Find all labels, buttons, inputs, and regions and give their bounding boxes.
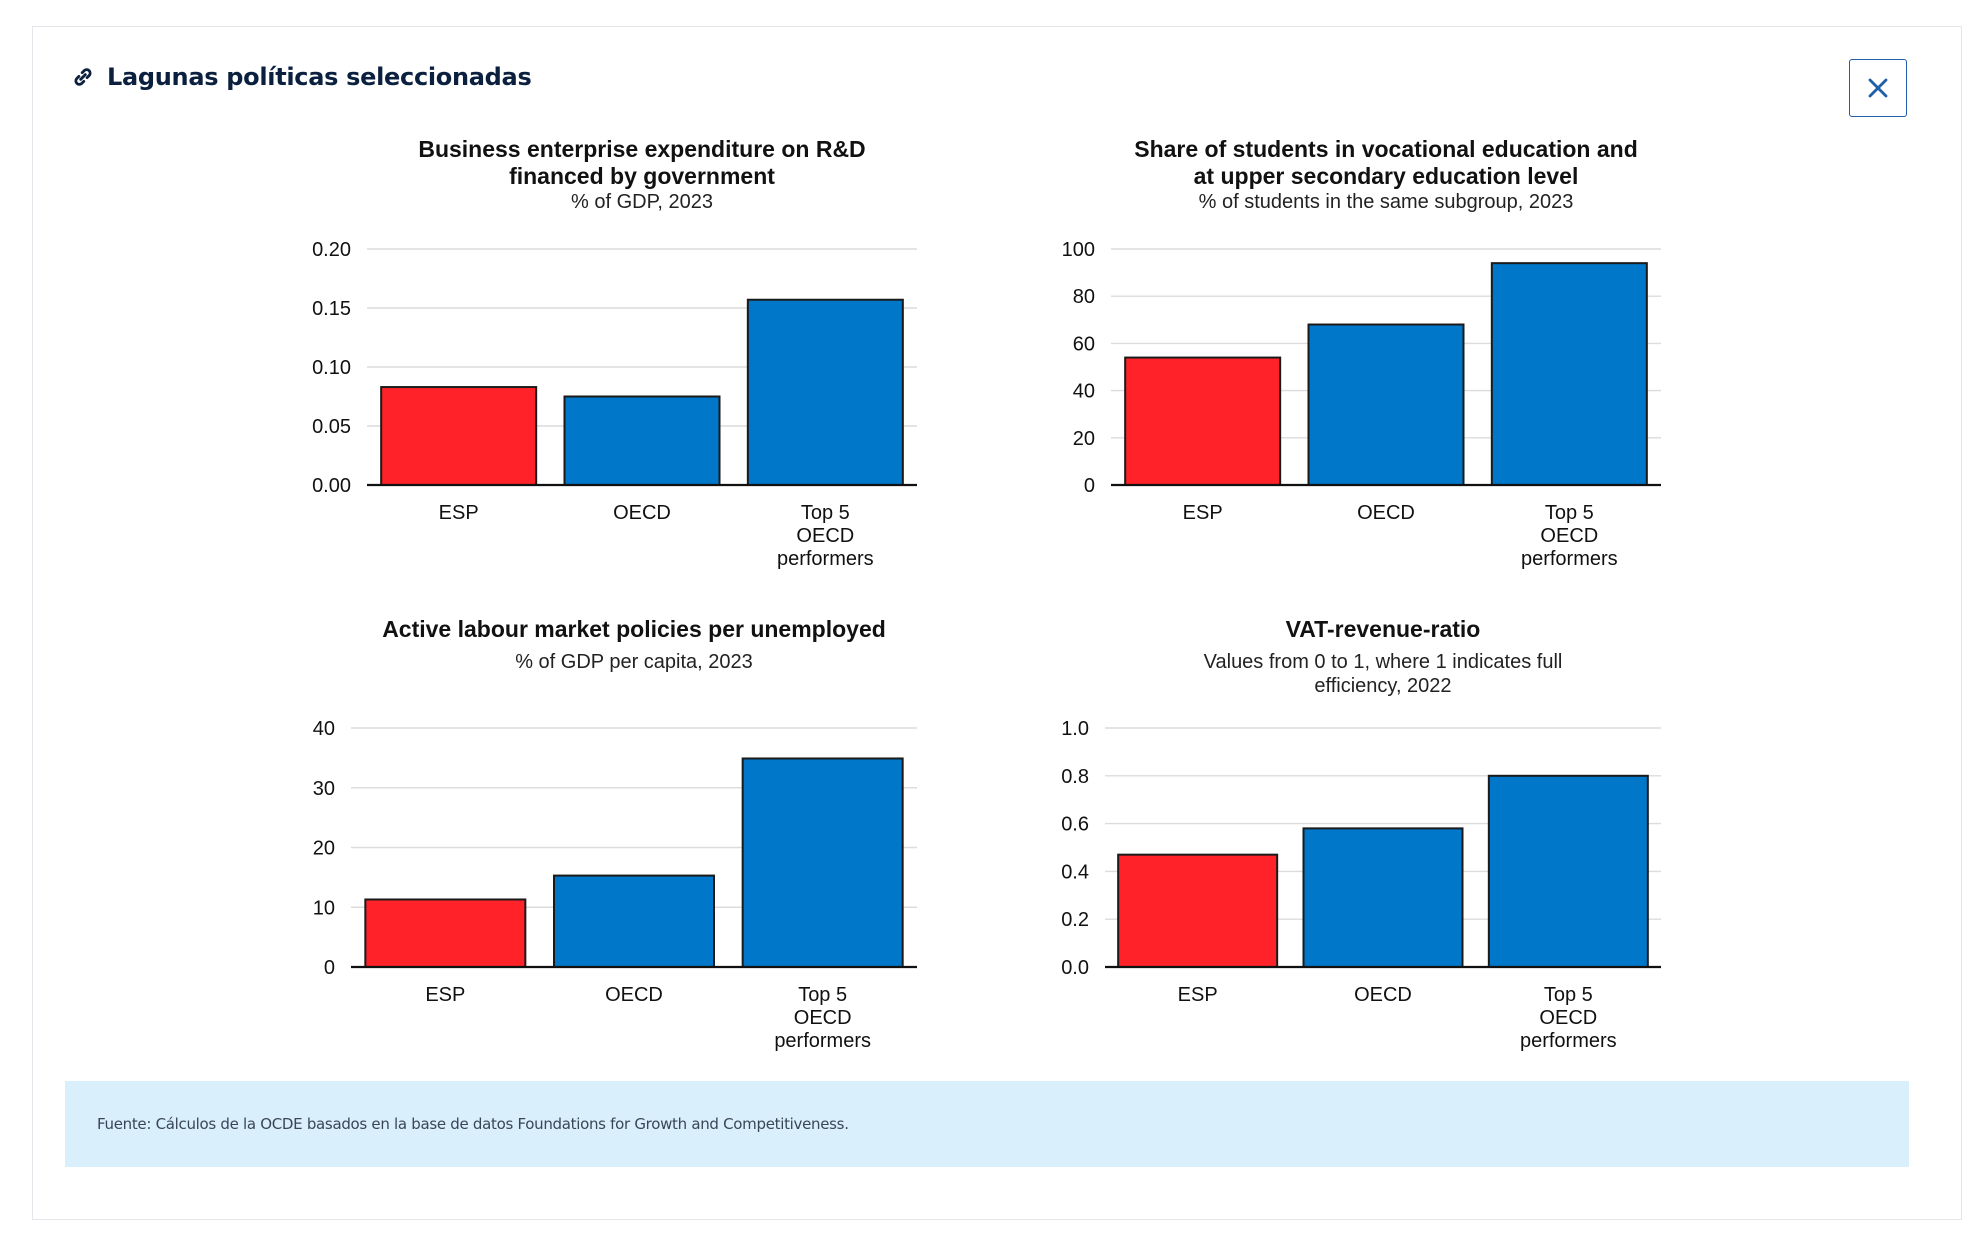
bar-oecd bbox=[1302, 827, 1464, 968]
x-category-label: Top 5 bbox=[1545, 502, 1594, 524]
x-category-label: ESP bbox=[439, 502, 479, 524]
chart-svg: Share of students in vocational educatio… bbox=[1062, 136, 1661, 570]
chart-subtitle: % of students in the same subgroup, 2023 bbox=[1199, 191, 1574, 213]
x-category-label: OECD bbox=[613, 502, 671, 524]
x-category-label: OECD bbox=[1354, 984, 1412, 1006]
y-tick-label: 0.10 bbox=[312, 357, 351, 379]
y-tick-label: 40 bbox=[1073, 381, 1095, 403]
y-tick-label: 40 bbox=[313, 718, 335, 740]
y-tick-label: 10 bbox=[313, 897, 335, 919]
bar-top-5-oecd-performers bbox=[1487, 774, 1649, 968]
chart-vocational-students: Share of students in vocational educatio… bbox=[33, 27, 1963, 1221]
close-icon bbox=[1868, 78, 1888, 98]
x-category-label: ESP bbox=[425, 984, 465, 1006]
policy-gaps-panel: Lagunas políticas seleccionadas Business… bbox=[32, 26, 1962, 1220]
source-text: Fuente: Cálculos de la OCDE basados en l… bbox=[97, 1115, 849, 1133]
y-tick-label: 1.0 bbox=[1061, 718, 1089, 740]
x-category-label: OECD bbox=[1539, 1007, 1597, 1029]
chart-vat-revenue-ratio: VAT-revenue-ratio Values from 0 to 1, whe… bbox=[33, 27, 1963, 1221]
y-tick-label: 0 bbox=[324, 957, 335, 979]
bar-oecd bbox=[553, 874, 715, 969]
y-tick-label: 0.4 bbox=[1061, 861, 1089, 883]
x-category-label: performers bbox=[774, 1030, 871, 1052]
chart-title: VAT-revenue-ratio bbox=[1286, 616, 1481, 642]
y-tick-label: 0.20 bbox=[312, 239, 351, 261]
y-tick-label: 0.6 bbox=[1061, 814, 1089, 836]
chart-active-labour-policies: Active labour market policies per unempl… bbox=[33, 27, 1963, 1221]
chart-title: Business enterprise expenditure on R&D bbox=[418, 136, 865, 162]
y-tick-label: 0.00 bbox=[312, 475, 351, 497]
bar-oecd bbox=[1307, 323, 1465, 486]
y-tick-label: 30 bbox=[313, 778, 335, 800]
y-tick-label: 0.05 bbox=[312, 416, 351, 438]
y-tick-label: 0.15 bbox=[312, 298, 351, 320]
bar-esp bbox=[380, 386, 538, 486]
y-tick-label: 0.2 bbox=[1061, 909, 1089, 931]
y-tick-label: 60 bbox=[1073, 333, 1095, 355]
x-category-label: OECD bbox=[794, 1007, 852, 1029]
x-category-label: Top 5 bbox=[798, 984, 847, 1006]
bar-esp bbox=[1117, 853, 1279, 968]
chart-svg: VAT-revenue-ratio Values from 0 to 1, whe… bbox=[1061, 616, 1661, 1052]
chart-title: Active labour market policies per unempl… bbox=[382, 616, 886, 642]
y-tick-label: 0.8 bbox=[1061, 766, 1089, 788]
bar-top-5-oecd-performers bbox=[1490, 262, 1648, 486]
panel-header: Lagunas políticas seleccionadas bbox=[69, 57, 532, 97]
chart-svg: Business enterprise expenditure on R&Dfi… bbox=[312, 136, 917, 570]
chart-title: at upper secondary education level bbox=[1194, 163, 1579, 189]
chart-title: Share of students in vocational educatio… bbox=[1134, 136, 1638, 162]
panel-title: Lagunas políticas seleccionadas bbox=[107, 63, 532, 91]
close-button[interactable] bbox=[1849, 59, 1907, 117]
x-category-label: ESP bbox=[1183, 502, 1223, 524]
x-category-label: Top 5 bbox=[1544, 984, 1593, 1006]
chart-svg: Active labour market policies per unempl… bbox=[313, 616, 917, 1052]
chart-subtitle: % of GDP per capita, 2023 bbox=[515, 651, 753, 673]
x-category-label: OECD bbox=[1540, 525, 1598, 547]
y-tick-label: 80 bbox=[1073, 286, 1095, 308]
bar-esp bbox=[364, 898, 527, 968]
y-tick-label: 0 bbox=[1084, 475, 1095, 497]
bar-oecd bbox=[563, 395, 721, 486]
x-category-label: performers bbox=[1520, 1030, 1617, 1052]
link-icon[interactable] bbox=[69, 63, 97, 91]
y-tick-label: 100 bbox=[1062, 239, 1095, 261]
bar-esp bbox=[1124, 356, 1282, 486]
y-tick-label: 20 bbox=[313, 838, 335, 860]
chart-rd-expenditure: Business enterprise expenditure on R&D fi… bbox=[33, 27, 1963, 1221]
chart-subtitle: % of GDP, 2023 bbox=[571, 191, 713, 213]
x-category-label: OECD bbox=[796, 525, 854, 547]
x-category-label: Top 5 bbox=[801, 502, 850, 524]
x-category-label: OECD bbox=[1357, 502, 1415, 524]
bar-top-5-oecd-performers bbox=[746, 298, 904, 486]
x-category-label: performers bbox=[777, 548, 874, 570]
chart-title: financed by government bbox=[509, 163, 775, 189]
x-category-label: performers bbox=[1521, 548, 1618, 570]
x-category-label: OECD bbox=[605, 984, 663, 1006]
chart-subtitle: efficiency, 2022 bbox=[1314, 675, 1451, 697]
chart-subtitle: Values from 0 to 1, where 1 indicates fu… bbox=[1204, 651, 1563, 673]
bar-top-5-oecd-performers bbox=[741, 757, 904, 968]
x-category-label: ESP bbox=[1178, 984, 1218, 1006]
y-tick-label: 20 bbox=[1073, 428, 1095, 450]
y-tick-label: 0.0 bbox=[1061, 957, 1089, 979]
source-note: Fuente: Cálculos de la OCDE basados en l… bbox=[65, 1081, 1909, 1167]
